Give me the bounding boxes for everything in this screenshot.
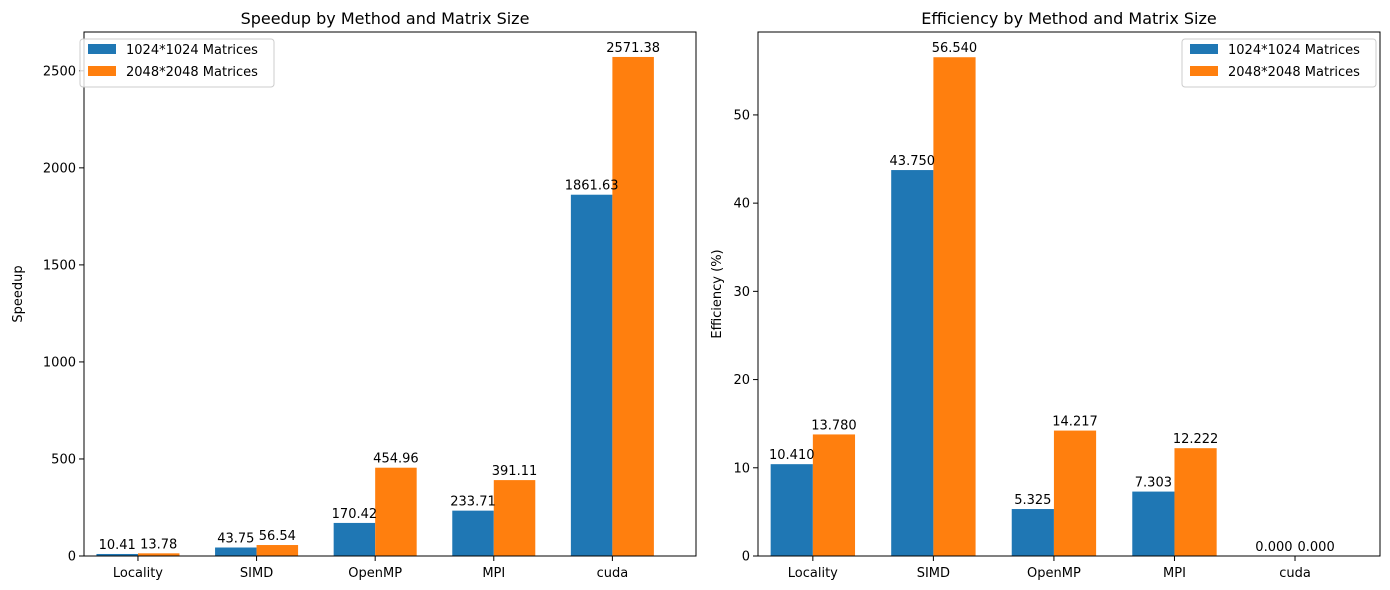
y-ticks-group: 0 10 20 30 40 50 bbox=[733, 108, 758, 565]
value-label-simd-series-0: 43.75 bbox=[217, 532, 254, 547]
chart-title: Efficiency by Method and Matrix Size bbox=[921, 9, 1216, 28]
bars-group bbox=[770, 57, 1217, 556]
y-axis-label: Efficiency (%) bbox=[710, 249, 725, 338]
y-tick-label: 30 bbox=[733, 285, 750, 300]
bar-locality-series-1 bbox=[137, 553, 180, 556]
x-tick-label: cuda bbox=[1279, 566, 1311, 581]
value-label-simd-series-1: 56.54 bbox=[259, 529, 296, 544]
y-tick-label: 500 bbox=[51, 452, 76, 467]
x-tick-label: MPI bbox=[1163, 566, 1186, 581]
value-label-mpi-series-0: 233.71 bbox=[450, 495, 496, 510]
speedup-chart: Speedup by Method and Matrix Size Speedu… bbox=[11, 9, 697, 581]
value-label-mpi-series-1: 391.11 bbox=[492, 464, 538, 479]
bar-locality-series-0 bbox=[96, 553, 138, 556]
x-tick-label: SIMD bbox=[917, 566, 950, 581]
chart-title: Speedup by Method and Matrix Size bbox=[241, 9, 530, 28]
x-ticks-group: Locality SIMD OpenMP MPI cuda bbox=[113, 556, 628, 581]
bars-group bbox=[96, 56, 654, 557]
value-label-mpi-series-1: 12.222 bbox=[1173, 432, 1219, 447]
legend-label-series-0: 1024*1024 Matrices bbox=[126, 43, 258, 58]
y-ticks-group: 0 500 1000 1500 2000 2500 bbox=[43, 64, 84, 565]
legend-swatch-series-1 bbox=[1190, 66, 1218, 76]
bar-openmp-series-1 bbox=[375, 467, 417, 556]
legend-box bbox=[79, 38, 275, 88]
legend: 1024*1024 Matrices 2048*2048 Matrices bbox=[79, 38, 275, 88]
value-label-locality-series-0: 10.41 bbox=[99, 538, 136, 553]
legend-label-series-1: 2048*2048 Matrices bbox=[126, 65, 258, 80]
bar-mpi-series-0 bbox=[452, 510, 494, 556]
y-tick-label: 2500 bbox=[43, 64, 76, 79]
value-label-locality-series-1: 13.78 bbox=[140, 537, 177, 552]
bar-simd-series-1 bbox=[256, 545, 299, 556]
y-tick-label: 50 bbox=[733, 108, 750, 123]
value-label-locality-series-0: 10.410 bbox=[769, 448, 815, 463]
x-tick-label: OpenMP bbox=[348, 566, 402, 581]
x-tick-label: SIMD bbox=[240, 566, 273, 581]
legend-label-series-0: 1024*1024 Matrices bbox=[1228, 43, 1360, 58]
y-tick-label: 0 bbox=[742, 550, 750, 565]
bar-simd-series-0 bbox=[215, 547, 257, 556]
value-label-simd-series-0: 43.750 bbox=[890, 154, 936, 169]
bar-mpi-series-0 bbox=[1132, 491, 1175, 556]
legend-swatch-series-0 bbox=[1190, 44, 1218, 54]
bar-openmp-series-1 bbox=[1053, 430, 1097, 556]
legend: 1024*1024 Matrices 2048*2048 Matrices bbox=[1181, 38, 1377, 88]
x-tick-label: OpenMP bbox=[1027, 566, 1081, 581]
legend-swatch-series-0 bbox=[88, 44, 116, 54]
y-tick-label: 10 bbox=[733, 461, 750, 476]
efficiency-chart: Efficiency by Method and Matrix Size Eff… bbox=[710, 9, 1381, 581]
bar-mpi-series-1 bbox=[1174, 448, 1217, 556]
y-tick-label: 1500 bbox=[43, 258, 76, 273]
x-tick-label: MPI bbox=[482, 566, 505, 581]
value-label-cuda-series-1: 0.000 bbox=[1298, 540, 1335, 555]
bar-cuda-series-1 bbox=[612, 56, 654, 557]
value-label-simd-series-1: 56.540 bbox=[932, 41, 978, 56]
value-label-locality-series-1: 13.780 bbox=[811, 418, 857, 433]
value-label-cuda-series-0: 0.000 bbox=[1255, 540, 1292, 555]
y-tick-label: 1000 bbox=[43, 355, 76, 370]
bar-openmp-series-0 bbox=[1011, 509, 1054, 556]
bar-simd-series-0 bbox=[891, 170, 934, 556]
value-labels-group: 10.41 43.75 170.42 233.71 1861.63 13.78 56.54 4… bbox=[99, 41, 660, 553]
value-label-openmp-series-0: 170.42 bbox=[332, 507, 378, 522]
x-tick-label: Locality bbox=[788, 566, 838, 581]
x-tick-label: cuda bbox=[597, 566, 629, 581]
value-label-cuda-series-1: 2571.38 bbox=[606, 41, 660, 56]
x-ticks-group: Locality SIMD OpenMP MPI cuda bbox=[788, 556, 1311, 581]
x-tick-label: Locality bbox=[113, 566, 163, 581]
value-labels-group: 10.410 43.750 5.325 7.303 0.000 13.780 56.540 1… bbox=[769, 41, 1335, 555]
bar-mpi-series-1 bbox=[493, 480, 536, 556]
bar-locality-series-1 bbox=[812, 434, 856, 556]
value-label-cuda-series-0: 1861.63 bbox=[565, 179, 619, 194]
legend-label-series-1: 2048*2048 Matrices bbox=[1228, 65, 1360, 80]
y-tick-label: 0 bbox=[68, 550, 76, 565]
value-label-openmp-series-1: 454.96 bbox=[373, 452, 419, 467]
y-tick-label: 40 bbox=[733, 197, 750, 212]
bar-openmp-series-0 bbox=[333, 522, 376, 556]
value-label-openmp-series-0: 5.325 bbox=[1014, 493, 1051, 508]
bar-simd-series-1 bbox=[933, 57, 976, 556]
plot-frame bbox=[83, 31, 697, 557]
plot-frame bbox=[757, 31, 1381, 557]
legend-swatch-series-1 bbox=[88, 66, 116, 76]
value-label-openmp-series-1: 14.217 bbox=[1052, 415, 1098, 430]
value-label-mpi-series-0: 7.303 bbox=[1135, 476, 1172, 491]
y-axis-label: Speedup bbox=[11, 265, 26, 322]
bar-cuda-series-0 bbox=[570, 194, 613, 556]
y-tick-label: 20 bbox=[733, 373, 750, 388]
bar-locality-series-0 bbox=[770, 464, 813, 556]
legend-box bbox=[1181, 38, 1377, 88]
y-tick-label: 2000 bbox=[43, 161, 76, 176]
